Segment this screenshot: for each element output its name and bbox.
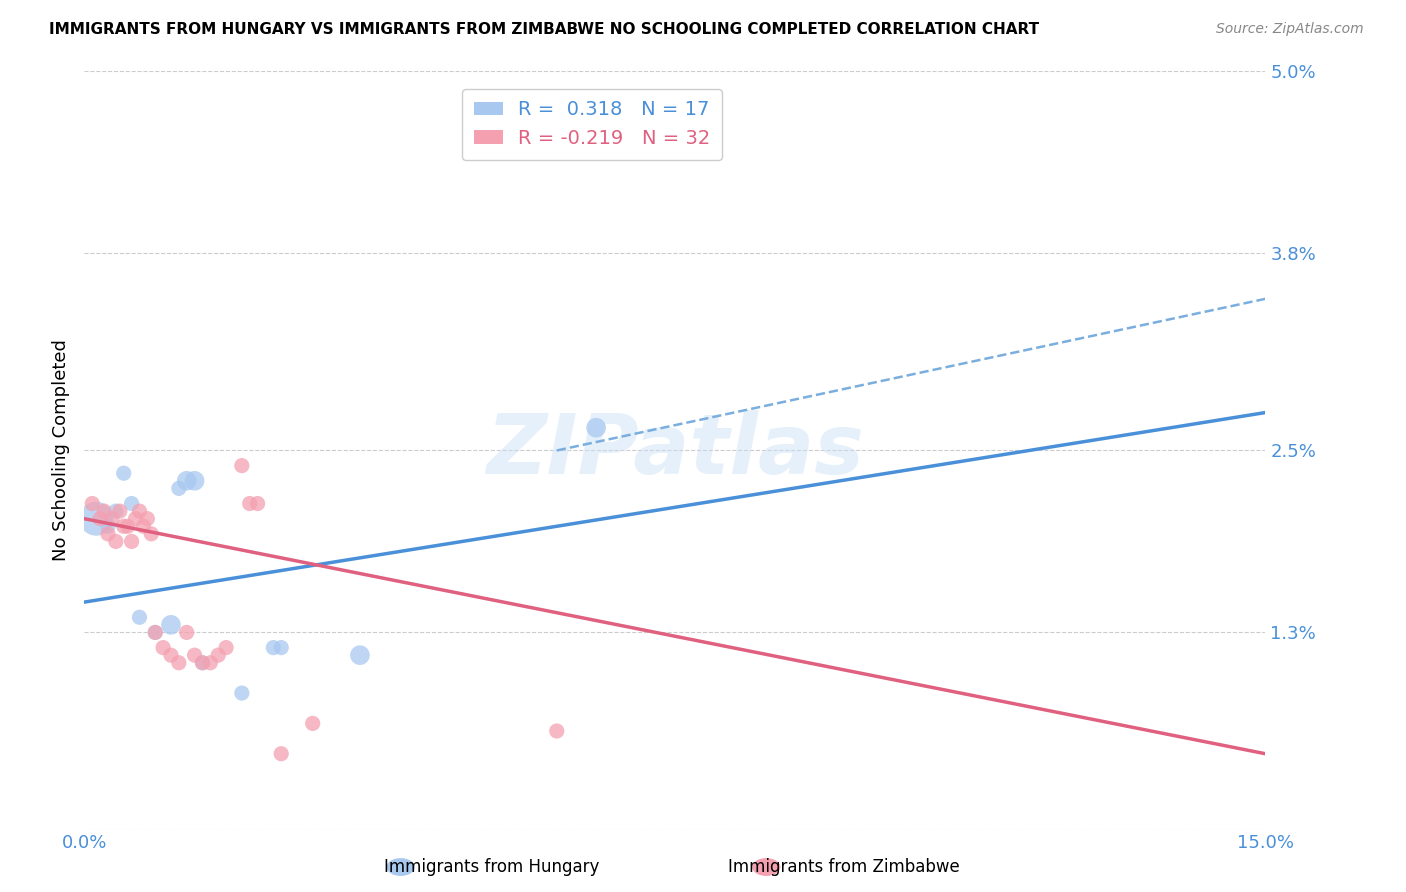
Point	[101, 512, 124, 526]
Point	[176, 625, 198, 640]
Point	[136, 512, 159, 526]
Point	[270, 747, 292, 761]
Point	[112, 519, 135, 533]
Point	[183, 648, 205, 662]
Point	[89, 512, 111, 526]
Point	[121, 534, 143, 549]
Y-axis label: No Schooling Completed: No Schooling Completed	[52, 340, 70, 561]
Point	[262, 640, 284, 655]
Point	[121, 496, 143, 510]
Point	[82, 496, 104, 510]
Point	[104, 534, 127, 549]
Point	[231, 686, 253, 700]
Point	[160, 648, 183, 662]
Legend: R =  0.318   N = 17, R = -0.219   N = 32: R = 0.318 N = 17, R = -0.219 N = 32	[463, 88, 723, 160]
Point	[585, 421, 607, 435]
Text: Source: ZipAtlas.com: Source: ZipAtlas.com	[1216, 22, 1364, 37]
Point	[183, 474, 205, 488]
Point	[200, 656, 222, 670]
Point	[270, 640, 292, 655]
Point	[141, 526, 163, 541]
Point	[349, 648, 371, 662]
Point	[215, 640, 238, 655]
Point	[191, 656, 214, 670]
Point	[231, 458, 253, 473]
Point	[128, 504, 150, 518]
Text: Immigrants from Zimbabwe: Immigrants from Zimbabwe	[728, 858, 959, 876]
Point	[132, 519, 155, 533]
Text: IMMIGRANTS FROM HUNGARY VS IMMIGRANTS FROM ZIMBABWE NO SCHOOLING COMPLETED CORRE: IMMIGRANTS FROM HUNGARY VS IMMIGRANTS FR…	[49, 22, 1039, 37]
Point	[104, 504, 127, 518]
Point	[97, 519, 120, 533]
Point	[664, 140, 686, 154]
Point	[124, 512, 146, 526]
Point	[239, 496, 262, 510]
Point	[176, 474, 198, 488]
Point	[143, 625, 166, 640]
Point	[191, 656, 214, 670]
Point	[546, 724, 568, 739]
Point	[128, 610, 150, 624]
Point	[301, 716, 323, 731]
Point	[84, 512, 107, 526]
Point	[160, 617, 183, 632]
Point	[93, 504, 115, 518]
Point	[246, 496, 269, 510]
Text: ZIPatlas: ZIPatlas	[486, 410, 863, 491]
Point	[167, 482, 190, 496]
Point	[117, 519, 139, 533]
Point	[143, 625, 166, 640]
Point	[112, 466, 135, 480]
Point	[108, 504, 131, 518]
Point	[152, 640, 174, 655]
Text: Immigrants from Hungary: Immigrants from Hungary	[384, 858, 600, 876]
Point	[207, 648, 229, 662]
Point	[167, 656, 190, 670]
Point	[97, 526, 120, 541]
